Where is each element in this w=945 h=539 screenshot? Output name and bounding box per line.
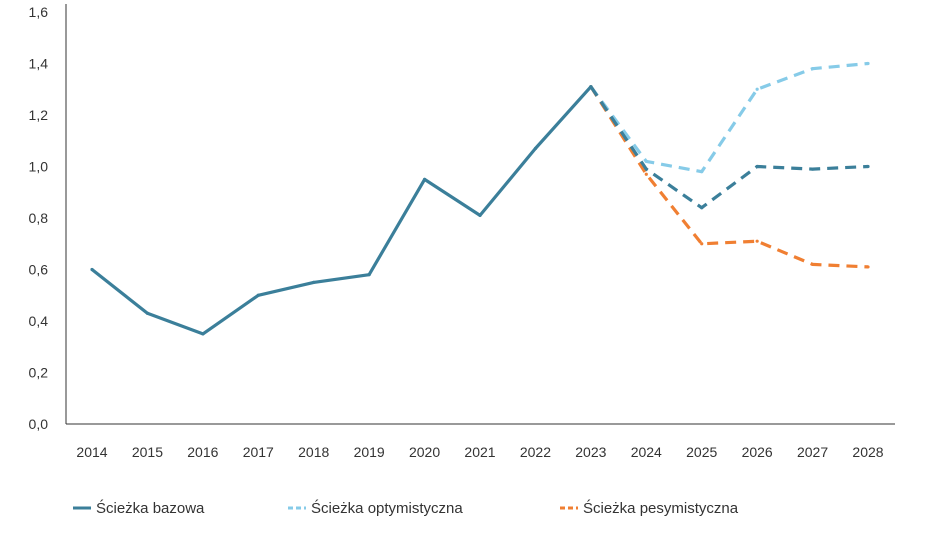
- legend-label-sciezka-bazowa: Ścieżka bazowa: [96, 499, 205, 517]
- x-tick-label: 2021: [464, 444, 495, 460]
- data-point-sciezka-bazowa: [312, 280, 316, 284]
- series-line-sciezka-bazowa-dashed: [589, 85, 869, 210]
- x-tick-label: 2020: [409, 444, 440, 460]
- x-tick-label: 2018: [298, 444, 329, 460]
- data-point-sciezka-optymistyczna: [644, 159, 648, 163]
- data-point-sciezka-bazowa: [201, 332, 205, 336]
- data-point-sciezka-bazowa: [644, 167, 648, 171]
- x-axis-ticks: 2014 2015 2016 2017 2018 2019 2020 2021 2022 2023…: [76, 444, 883, 460]
- x-tick-label: 2028: [852, 444, 883, 460]
- series-line-sciezka-bazowa-solid: [91, 85, 593, 336]
- y-tick-label: 1,6: [29, 4, 49, 20]
- data-point-sciezka-bazowa: [810, 167, 815, 171]
- data-point-sciezka-bazowa: [367, 273, 371, 277]
- data-point-sciezka-bazowa: [478, 213, 482, 218]
- y-tick-label: 1,0: [29, 159, 49, 175]
- x-tick-label: 2014: [76, 444, 107, 460]
- data-point-sciezka-optymistyczna: [700, 170, 704, 174]
- x-tick-label: 2017: [243, 444, 274, 460]
- x-tick-label: 2024: [631, 444, 662, 460]
- y-tick-label: 0,2: [29, 365, 49, 381]
- axes: [65, 4, 895, 425]
- x-tick-label: 2023: [575, 444, 606, 460]
- x-tick-label: 2025: [686, 444, 717, 460]
- data-point-sciezka-pesymistyczna: [866, 265, 870, 269]
- data-point-sciezka-bazowa: [90, 267, 94, 272]
- legend-label-sciezka-pesymistyczna: Ścieżka pesymistyczna: [583, 499, 739, 517]
- data-point-sciezka-bazowa: [422, 177, 427, 181]
- y-tick-label: 0,6: [29, 262, 49, 278]
- x-tick-label: 2022: [520, 444, 551, 460]
- x-tick-label: 2019: [354, 444, 385, 460]
- legend-label-sciezka-optymistyczna: Ścieżka optymistyczna: [311, 499, 463, 517]
- data-point-sciezka-optymistyczna: [866, 61, 870, 66]
- y-axis-ticks: 0,0 0,2 0,4 0,6 0,8 1,0 1,2 1,4 1,6: [29, 4, 49, 432]
- x-tick-label: 2026: [742, 444, 773, 460]
- series-lines: [90, 61, 870, 336]
- series-line-sciezka-optymistyczna-dashed: [589, 61, 869, 174]
- y-tick-label: 1,4: [29, 56, 49, 72]
- y-tick-label: 1,2: [29, 107, 49, 123]
- data-point-sciezka-pesymistyczna: [700, 242, 704, 246]
- data-point-sciezka-pesymistyczna: [810, 262, 815, 266]
- data-point-sciezka-bazowa: [755, 164, 759, 169]
- data-point-sciezka-bazowa: [256, 293, 260, 297]
- y-tick-label: 0,8: [29, 210, 49, 226]
- x-tick-label: 2016: [187, 444, 218, 460]
- data-point-sciezka-bazowa: [589, 85, 593, 89]
- data-point-sciezka-bazowa: [700, 206, 704, 210]
- data-point-sciezka-optymistyczna: [810, 67, 815, 71]
- legend: Ścieżka bazowa Ścieżka optymistyczna Ścież…: [73, 499, 739, 517]
- x-tick-label: 2027: [797, 444, 828, 460]
- data-point-sciezka-pesymistyczna: [644, 172, 648, 176]
- data-point-sciezka-pesymistyczna: [755, 239, 759, 243]
- data-point-sciezka-bazowa: [533, 146, 538, 151]
- data-point-sciezka-optymistyczna: [755, 87, 759, 91]
- y-tick-label: 0,0: [29, 416, 49, 432]
- series-line-sciezka-pesymistyczna-dashed: [589, 85, 869, 269]
- data-point-sciezka-bazowa: [145, 311, 150, 315]
- data-point-sciezka-bazowa: [866, 164, 870, 169]
- y-tick-label: 0,4: [29, 313, 49, 329]
- x-tick-label: 2015: [132, 444, 163, 460]
